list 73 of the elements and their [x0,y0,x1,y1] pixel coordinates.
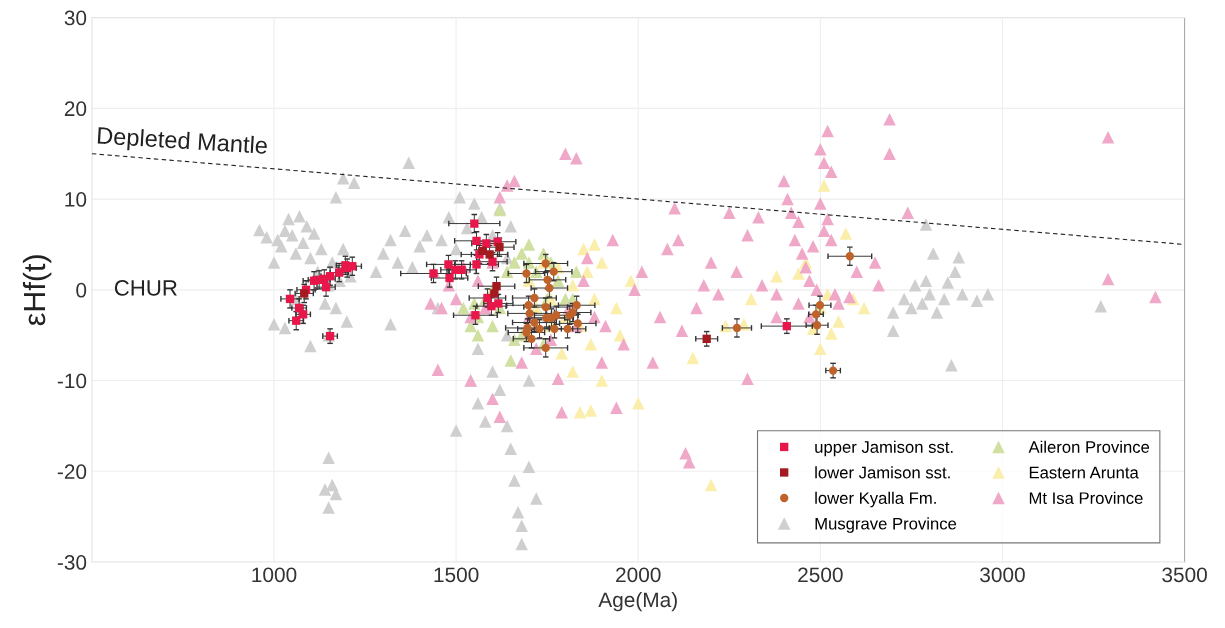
point [595,256,609,269]
x-tick-label: 3500 [1162,567,1207,583]
point [595,374,609,387]
y-tick-label: -20 [57,464,87,480]
y-tick-label: 30 [64,10,87,26]
y-tick-label: -10 [57,373,87,389]
annotation: CHUR [114,280,177,296]
y-tick-label: -30 [57,555,87,570]
point [566,365,579,378]
point [494,299,503,308]
point [584,404,598,417]
point [624,274,638,287]
point [832,315,845,328]
point [610,301,623,315]
point [584,338,598,351]
point [814,342,827,356]
x-tick-label: 3000 [980,567,1025,583]
point [580,265,594,278]
legend-label: Aileron Province [1028,440,1150,453]
point [732,323,742,333]
point [631,397,645,410]
y-axis-title: εHf(t) [22,255,52,326]
point [522,269,531,278]
point [845,252,855,261]
point [839,227,853,240]
point [792,267,805,280]
point [541,259,550,268]
point [470,219,479,228]
point [573,406,587,419]
legend-label: upper Jamison sst. [815,440,953,457]
y-tick-label: 0 [76,282,87,298]
legend-label: Mt Isa Province [1029,491,1143,505]
point [570,265,583,278]
point [522,238,536,251]
point [573,319,582,328]
point [457,301,470,315]
point [508,256,521,269]
point [704,478,718,492]
point [551,274,565,287]
point [530,293,539,303]
x-axis-title: Age(Ma) [598,591,677,612]
legend-label: Eastern Arunta [1029,466,1139,479]
x-tick-label: 1500 [434,567,479,583]
point [549,267,558,276]
point [492,282,501,291]
legend-label: Musgrave Province [815,517,957,533]
point [782,321,791,331]
point [471,328,485,342]
point [825,327,838,340]
legend-label: lower Jamison sst. [815,466,950,479]
point [817,179,831,192]
point [429,269,438,278]
point [770,269,783,283]
point [515,247,528,260]
point [566,279,579,292]
y-tick-label: 20 [64,101,87,117]
legend-label: lower Kyalla Fm. [815,491,936,508]
point [486,319,499,333]
x-tick-label: 2500 [798,567,843,583]
point [588,238,601,251]
series-label: Depleted Mantle [97,126,268,159]
point [702,334,711,343]
x-tick-label: 1000 [252,567,297,583]
point [504,354,517,367]
x-tick-label: 2000 [616,567,661,583]
point [555,347,568,360]
point [530,318,539,327]
y-tick-label: 10 [65,192,87,207]
point [541,343,550,353]
point [471,311,480,320]
point [686,351,700,365]
point [857,301,871,315]
point [744,292,758,306]
